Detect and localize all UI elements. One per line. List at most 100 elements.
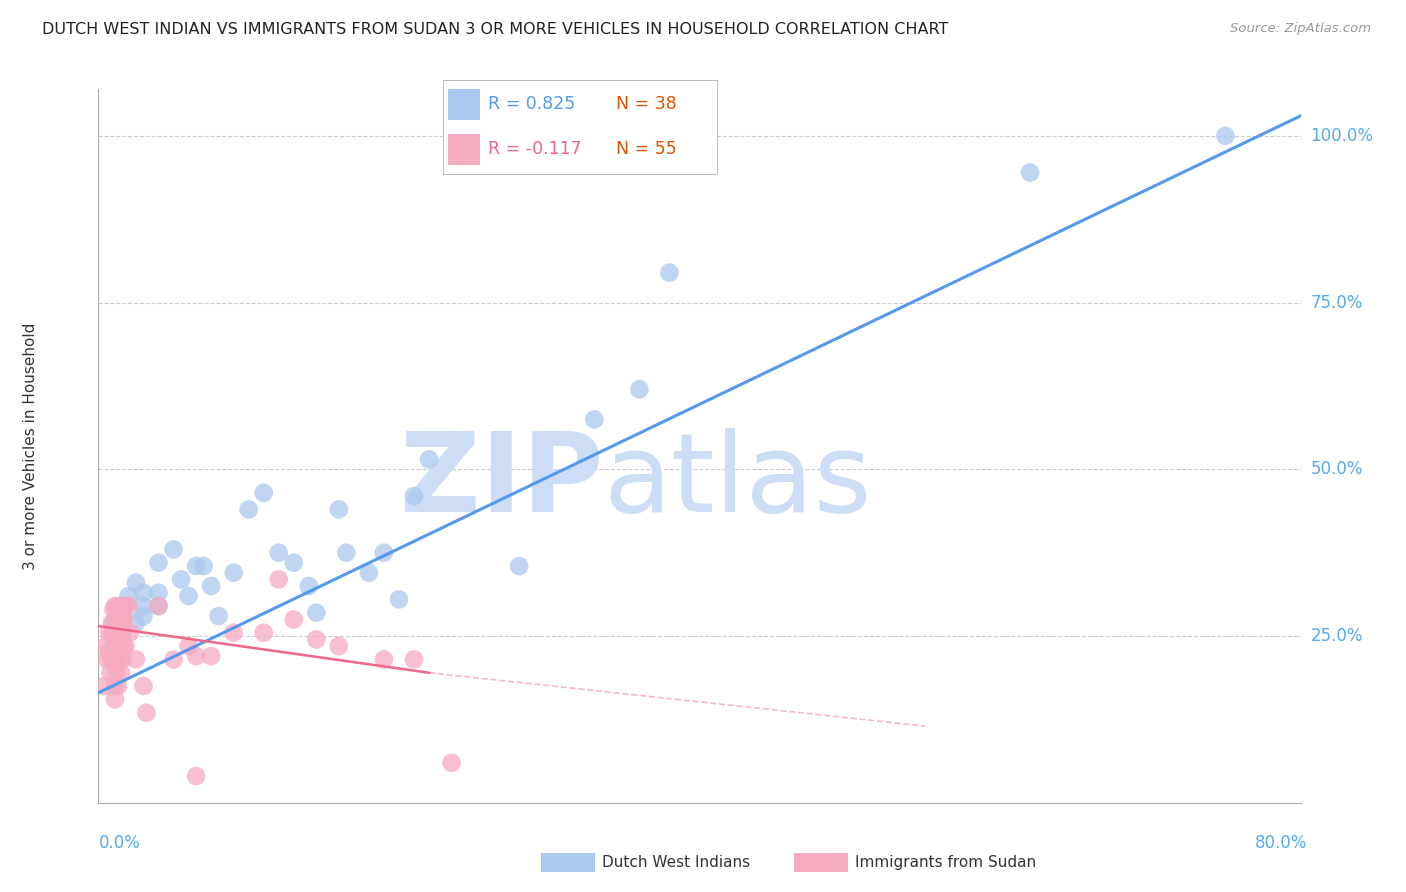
Point bbox=[418, 452, 440, 467]
Point bbox=[108, 625, 131, 640]
Point bbox=[111, 625, 134, 640]
Point bbox=[125, 615, 148, 630]
Point bbox=[373, 546, 395, 560]
Text: 80.0%: 80.0% bbox=[1256, 834, 1308, 852]
Point bbox=[200, 579, 222, 593]
Point bbox=[111, 652, 134, 666]
Point bbox=[104, 692, 127, 706]
Text: atlas: atlas bbox=[603, 428, 872, 535]
Point bbox=[184, 559, 207, 574]
Point bbox=[112, 639, 135, 653]
Point bbox=[107, 612, 129, 626]
Point bbox=[402, 652, 425, 666]
Point bbox=[93, 679, 115, 693]
Point bbox=[253, 485, 276, 500]
Point bbox=[328, 639, 350, 653]
Point bbox=[132, 679, 155, 693]
Point bbox=[305, 606, 328, 620]
Point bbox=[283, 612, 305, 626]
Point bbox=[222, 566, 245, 580]
Point bbox=[148, 585, 170, 599]
Text: 50.0%: 50.0% bbox=[1310, 460, 1362, 478]
Point bbox=[388, 592, 411, 607]
Point bbox=[583, 412, 606, 426]
Point bbox=[628, 382, 651, 396]
Point bbox=[103, 639, 125, 653]
Bar bbox=[449, 88, 479, 120]
Point bbox=[132, 585, 155, 599]
Point bbox=[110, 665, 132, 680]
Point bbox=[177, 639, 200, 653]
Point bbox=[101, 652, 124, 666]
Point bbox=[96, 652, 118, 666]
Point bbox=[222, 625, 245, 640]
Point bbox=[97, 646, 120, 660]
Text: Immigrants from Sudan: Immigrants from Sudan bbox=[855, 855, 1036, 870]
Point bbox=[162, 542, 184, 557]
Point bbox=[103, 625, 125, 640]
Point bbox=[357, 566, 380, 580]
Point bbox=[110, 602, 132, 616]
Point bbox=[114, 599, 136, 613]
Point bbox=[184, 769, 207, 783]
Point bbox=[283, 556, 305, 570]
Point bbox=[105, 652, 128, 666]
Point bbox=[238, 502, 260, 516]
Text: ZIP: ZIP bbox=[399, 428, 603, 535]
Point bbox=[117, 599, 139, 613]
Point bbox=[508, 559, 530, 574]
Point bbox=[108, 652, 131, 666]
Point bbox=[94, 639, 117, 653]
Bar bbox=[449, 134, 479, 164]
Point bbox=[112, 612, 135, 626]
Point bbox=[101, 625, 124, 640]
Point bbox=[148, 599, 170, 613]
Point bbox=[103, 615, 125, 630]
Text: Dutch West Indians: Dutch West Indians bbox=[602, 855, 749, 870]
Point bbox=[117, 589, 139, 603]
Point bbox=[110, 639, 132, 653]
Point bbox=[658, 266, 681, 280]
Point bbox=[1215, 128, 1237, 143]
Text: Source: ZipAtlas.com: Source: ZipAtlas.com bbox=[1230, 22, 1371, 36]
Point bbox=[97, 625, 120, 640]
Point bbox=[132, 609, 155, 624]
Point bbox=[107, 679, 129, 693]
Point bbox=[125, 575, 148, 590]
Point bbox=[104, 679, 127, 693]
Point bbox=[267, 546, 290, 560]
Point bbox=[118, 625, 141, 640]
Point bbox=[440, 756, 463, 770]
Text: N = 38: N = 38 bbox=[616, 95, 676, 113]
Point bbox=[105, 665, 128, 680]
Point bbox=[373, 652, 395, 666]
Point bbox=[193, 559, 215, 574]
Point bbox=[132, 599, 155, 613]
Point bbox=[110, 612, 132, 626]
Point bbox=[200, 649, 222, 664]
Point bbox=[100, 665, 122, 680]
Point bbox=[114, 639, 136, 653]
Point bbox=[177, 589, 200, 603]
Point bbox=[208, 609, 231, 624]
Text: 0.0%: 0.0% bbox=[98, 834, 141, 852]
Text: R = -0.117: R = -0.117 bbox=[488, 140, 582, 158]
Point bbox=[253, 625, 276, 640]
Text: DUTCH WEST INDIAN VS IMMIGRANTS FROM SUDAN 3 OR MORE VEHICLES IN HOUSEHOLD CORRE: DUTCH WEST INDIAN VS IMMIGRANTS FROM SUD… bbox=[42, 22, 949, 37]
Point bbox=[162, 652, 184, 666]
Point bbox=[108, 599, 131, 613]
Point bbox=[298, 579, 321, 593]
Point bbox=[335, 546, 357, 560]
Point bbox=[107, 639, 129, 653]
Text: 75.0%: 75.0% bbox=[1310, 293, 1362, 311]
Point bbox=[104, 599, 127, 613]
Point bbox=[105, 625, 128, 640]
Text: R = 0.825: R = 0.825 bbox=[488, 95, 575, 113]
Point bbox=[267, 573, 290, 587]
Point bbox=[170, 573, 193, 587]
Point bbox=[328, 502, 350, 516]
Point bbox=[135, 706, 157, 720]
Point bbox=[305, 632, 328, 647]
Text: 100.0%: 100.0% bbox=[1310, 127, 1374, 145]
Text: 3 or more Vehicles in Household: 3 or more Vehicles in Household bbox=[24, 322, 38, 570]
